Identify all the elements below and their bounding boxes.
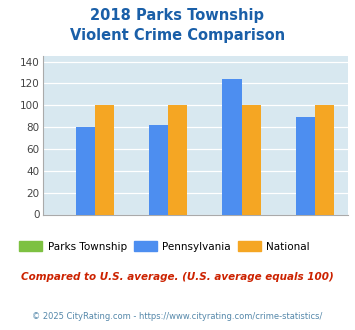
Text: 2018 Parks Township: 2018 Parks Township (91, 8, 264, 23)
Bar (315, 105, 334, 214)
Bar (95, 105, 114, 214)
Bar (149, 125, 168, 214)
Legend: Parks Township, Pennsylvania, National: Parks Township, Pennsylvania, National (20, 241, 310, 252)
Bar (168, 105, 187, 214)
Text: © 2025 CityRating.com - https://www.cityrating.com/crime-statistics/: © 2025 CityRating.com - https://www.city… (32, 312, 323, 321)
Bar (223, 79, 241, 214)
Text: Compared to U.S. average. (U.S. average equals 100): Compared to U.S. average. (U.S. average … (21, 272, 334, 282)
Bar (296, 117, 315, 214)
Bar (241, 105, 261, 214)
Bar (76, 127, 95, 214)
Text: Violent Crime Comparison: Violent Crime Comparison (70, 28, 285, 43)
